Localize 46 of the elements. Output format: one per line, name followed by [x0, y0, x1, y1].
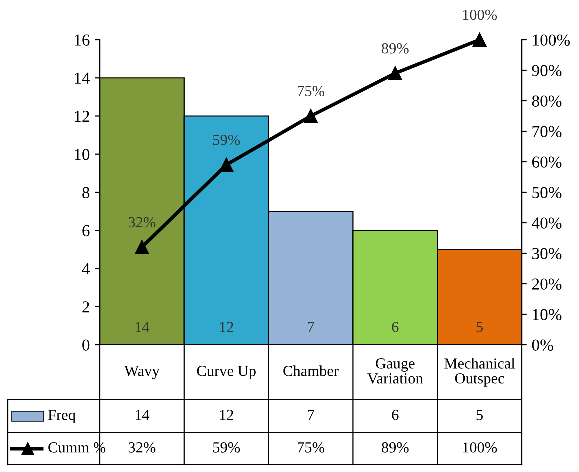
- text: 5: [476, 322, 484, 332]
- y2-tick-label: 60%: [532, 156, 562, 168]
- text: 6: [392, 322, 399, 332]
- text: 12: [220, 322, 234, 332]
- text: 7: [308, 322, 314, 332]
- x-tick-label: Wavy: [124, 366, 160, 380]
- data-label: 75%: [298, 442, 324, 453]
- y2-tick-label: 20%: [532, 278, 562, 290]
- data-label: 100%: [463, 442, 498, 453]
- data-label: 6: [392, 410, 399, 420]
- data-label: 7: [308, 410, 314, 420]
- y-tick-label: 0: [82, 340, 90, 351]
- text: 59%: [213, 134, 240, 146]
- text: 100%: [463, 10, 498, 20]
- y2-tick-label: 90%: [532, 65, 562, 76]
- y2-tick-label: 100%: [533, 34, 570, 46]
- y2-tick-label: 80%: [532, 96, 562, 107]
- y-tick-label: 2: [82, 302, 90, 313]
- legend-label: Freq: [48, 410, 76, 424]
- text: 14: [136, 322, 150, 332]
- data-label: 89%: [382, 442, 409, 453]
- y2-tick-label: 10%: [533, 309, 562, 320]
- y2-tick-label: 40%: [532, 218, 562, 229]
- y-tick-label: 4: [82, 264, 90, 275]
- x-tick-label: Chamber: [284, 366, 339, 376]
- y-tick-label: 6: [82, 225, 90, 237]
- y2-tick-label: 30%: [532, 248, 562, 260]
- data-label: 32%: [128, 442, 156, 453]
- y-tick-label: 12: [75, 110, 90, 122]
- y2-tick-label: 0%: [532, 340, 554, 351]
- data-label: 14: [136, 410, 150, 420]
- x-tick-label: Mechanical Outspec: [444, 358, 516, 387]
- text: 75%: [298, 86, 324, 97]
- y-tick-label: 14: [75, 72, 90, 84]
- x-tick-label: Gauge Variation: [368, 358, 424, 384]
- y-tick-label: 8: [82, 187, 90, 198]
- y-tick-label: 16: [75, 34, 90, 46]
- text: 89%: [382, 43, 409, 54]
- y-tick-label: 10: [75, 149, 90, 160]
- x-tick-label: Curve Up: [197, 366, 256, 380]
- data-label: 59%: [213, 442, 240, 453]
- data-label: 5: [476, 410, 484, 420]
- text: 32%: [128, 217, 156, 228]
- y2-tick-label: 50%: [532, 187, 562, 198]
- data-label: 12: [220, 410, 234, 420]
- y2-tick-label: 70%: [532, 126, 562, 138]
